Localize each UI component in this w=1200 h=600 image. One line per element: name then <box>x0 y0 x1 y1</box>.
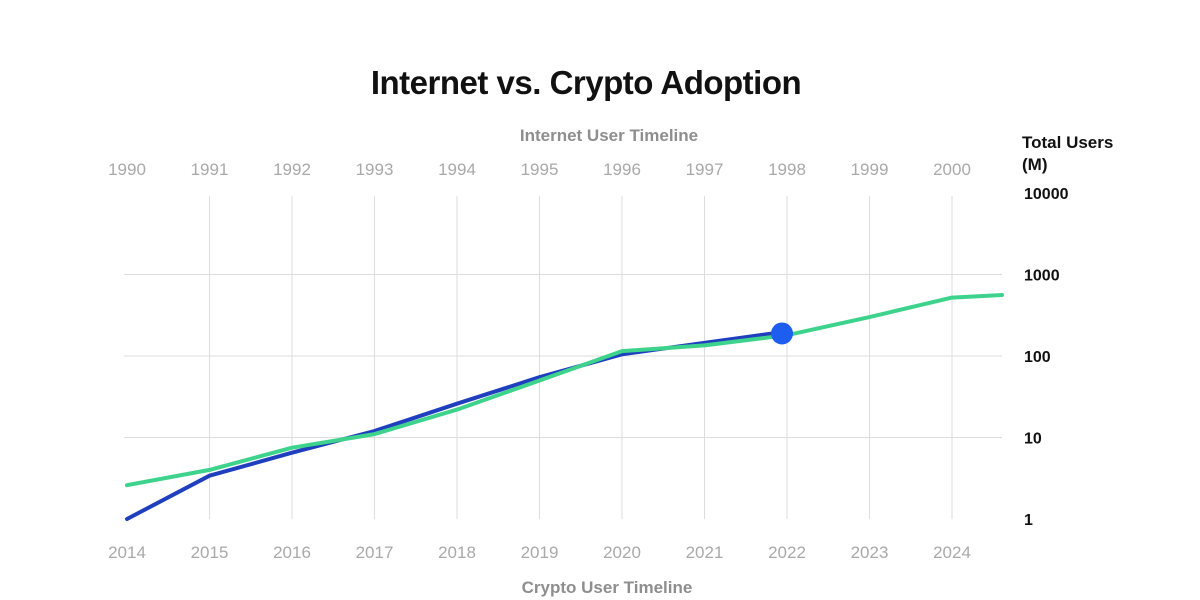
y-tick-label: 10000 <box>1024 186 1069 203</box>
series-end-marker <box>771 322 793 345</box>
bottom-tick-label: 2018 <box>438 543 476 562</box>
top-tick-label: 1994 <box>438 160 476 179</box>
top-tick-label: 1991 <box>191 160 229 179</box>
top-tick-label: 1998 <box>768 160 806 179</box>
bottom-tick-label: 2019 <box>521 543 559 562</box>
top-axis-title: Internet User Timeline <box>520 126 698 145</box>
bottom-tick-label: 2017 <box>356 543 394 562</box>
bottom-tick-label: 2023 <box>851 543 889 562</box>
top-tick-label: 1990 <box>108 160 146 179</box>
top-tick-label: 1999 <box>851 160 889 179</box>
top-tick-label: 1997 <box>686 160 724 179</box>
y-tick-label: 100 <box>1024 349 1051 366</box>
top-tick-label: 1993 <box>356 160 394 179</box>
bottom-tick-label: 2022 <box>768 543 806 562</box>
bottom-tick-label: 2024 <box>933 543 971 562</box>
y-tick-label: 1 <box>1024 512 1033 529</box>
top-tick-label: 2000 <box>933 160 971 179</box>
y-tick-label: 1000 <box>1024 268 1060 285</box>
bottom-tick-label: 2016 <box>273 543 311 562</box>
bottom-tick-label: 2020 <box>603 543 641 562</box>
bottom-tick-label: 2014 <box>108 543 146 562</box>
series-layer <box>125 293 1004 521</box>
top-tick-label: 1995 <box>521 160 559 179</box>
y-axis-title-line1: Total Users <box>1022 133 1113 152</box>
bottom-axis-title: Crypto User Timeline <box>522 578 693 597</box>
top-tick-label: 1992 <box>273 160 311 179</box>
bottom-tick-label: 2015 <box>191 543 229 562</box>
label-layer: Internet User Timeline 1990 1991 1992 1993 19… <box>108 126 1113 597</box>
bottom-tick-label: 2021 <box>686 543 724 562</box>
chart-title: Internet vs. Crypto Adoption <box>370 64 802 101</box>
grid-layer <box>124 196 1002 519</box>
series-line-2 <box>125 293 1004 488</box>
y-tick-label: 10 <box>1024 431 1042 448</box>
y-axis-title-line2: (M) <box>1022 155 1047 174</box>
top-tick-label: 1996 <box>603 160 641 179</box>
